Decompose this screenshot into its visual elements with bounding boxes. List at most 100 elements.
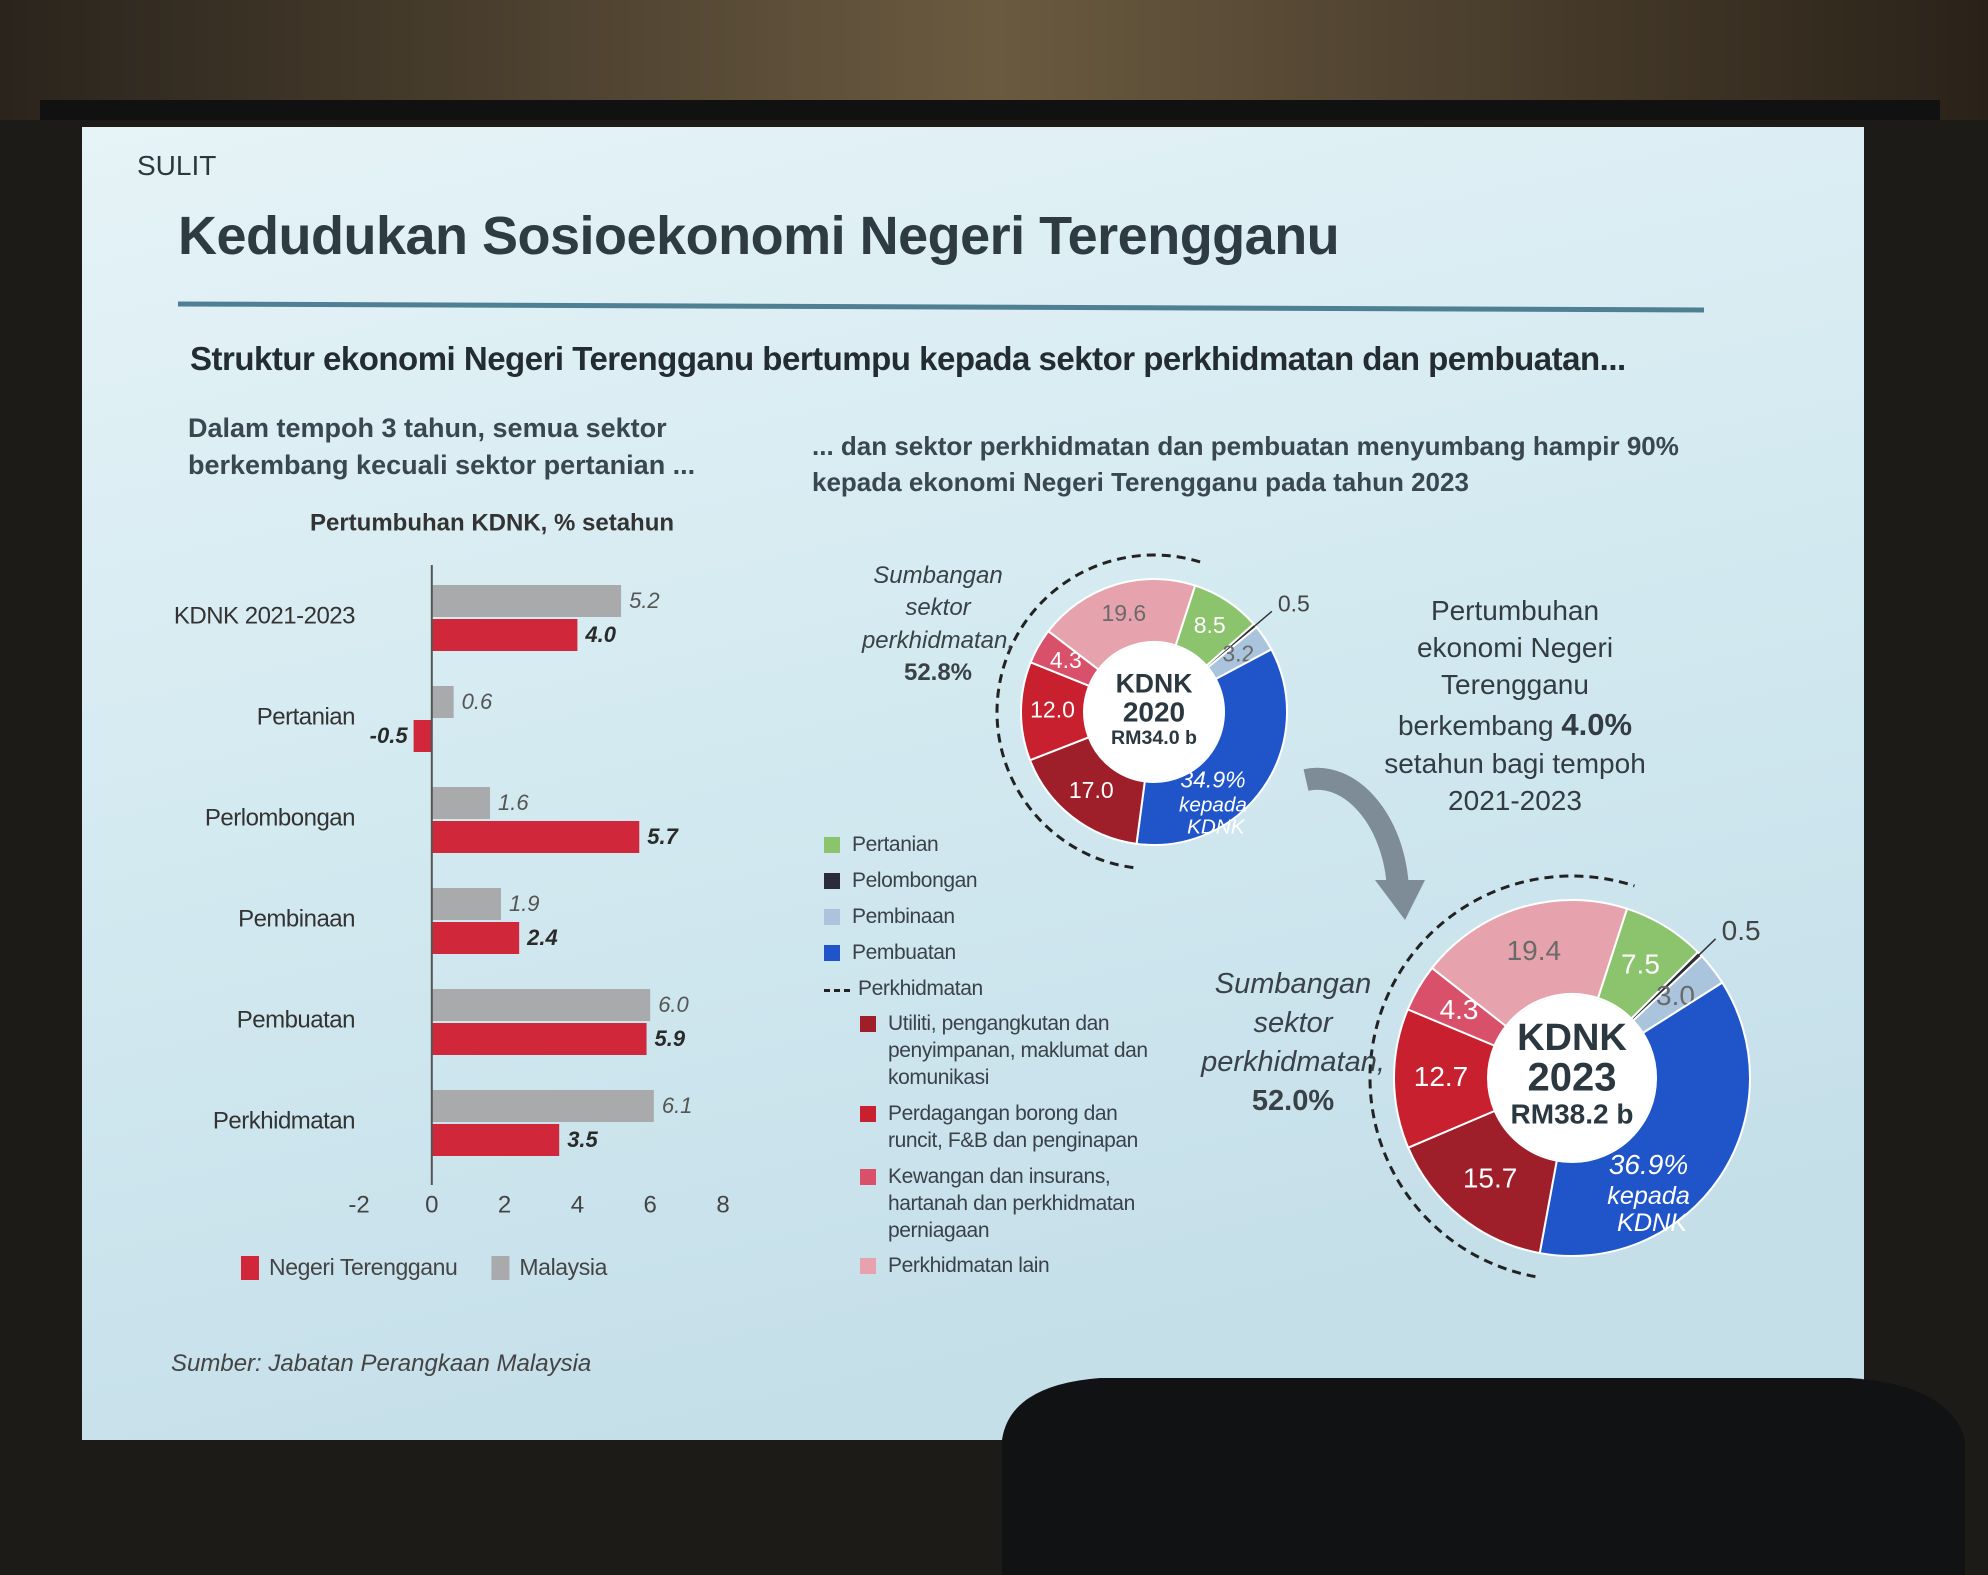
x-tick-label: 6: [644, 1191, 657, 1218]
value-label: 6.1: [662, 1093, 693, 1118]
left-caption: Dalam tempoh 3 tahun, semua sektor berke…: [188, 413, 696, 480]
source: Sumber: Jabatan Perangkaan Malaysia: [171, 1350, 592, 1377]
x-tick-label: 8: [716, 1191, 729, 1218]
bar: [431, 989, 651, 1021]
donut-segment: [1406, 1109, 1558, 1255]
category-label: Pertanian: [257, 703, 355, 730]
leader-line: [1684, 938, 1717, 969]
value-label: 17.0: [1069, 777, 1114, 803]
value-label: 5.2: [629, 588, 660, 613]
donut-legend: Pertanian Pelombongan Pembinaan Pembuatan Pe…: [824, 832, 1204, 1280]
bar: [431, 619, 578, 651]
value-label: -0.5: [370, 723, 409, 748]
legend-label: Kewangan dan insurans, hartanah dan perk…: [888, 1164, 1135, 1242]
value-label: 34.9%: [1180, 766, 1245, 792]
value-label: 36.9%: [1609, 1149, 1688, 1180]
leader-line: [1239, 610, 1273, 640]
category-label: Perlombongan: [205, 804, 355, 831]
bar: [431, 1090, 654, 1122]
legend-swatch: [491, 1256, 510, 1280]
legend-item: Perkhidmatan lain: [860, 1253, 1160, 1280]
center-label: KDNK: [1517, 1017, 1627, 1059]
legend-swatch: [824, 908, 840, 925]
slide-title: Kedudukan Sosioekonomi Negeri Terengganu: [178, 206, 1340, 266]
donut-segment: [1135, 648, 1288, 846]
legend-item: Perkhidmatan: [824, 976, 1204, 1003]
annotation-value: 52.0%: [1251, 1085, 1335, 1118]
category-label: Pembuatan: [237, 1006, 355, 1033]
center-year: 2023: [1528, 1056, 1617, 1100]
x-tick-label: -2: [348, 1191, 369, 1218]
category-label: Perkhidmatan: [213, 1107, 355, 1134]
annotation-text: Sumbangan sektor perkhidmatan,: [1201, 968, 1385, 1079]
legend-item: Pertanian: [824, 832, 1204, 859]
arrow-head: [1375, 880, 1425, 920]
value-label: 7.5: [1621, 949, 1660, 980]
legend-item: Perdagangan borong dan runcit, F&B dan p…: [860, 1101, 1160, 1155]
legend-label: Perkhidmatan lain: [888, 1254, 1050, 1278]
title-rule: [177, 301, 1705, 313]
share-note: kepada KDNK: [1179, 794, 1247, 839]
share-note: kepada KDNK: [1607, 1182, 1690, 1237]
center-total: RM38.2 b: [1511, 1098, 1634, 1129]
value-label: 19.6: [1101, 600, 1146, 626]
legend-swatch: [860, 1258, 876, 1275]
bar: [431, 787, 491, 819]
legend-label: Pembuatan: [852, 940, 956, 964]
annotation: Sumbangan sektor perkhidmatan, 52.0%: [1198, 965, 1388, 1122]
bar: [431, 585, 622, 617]
right-caption: ... dan sektor perkhidmatan dan pembuata…: [812, 431, 1679, 498]
growth-note-text: Pertumbuhan ekonomi Negeri Terengganu be…: [1397, 595, 1614, 741]
value-label: 5.7: [647, 824, 679, 849]
bar: [431, 1124, 560, 1156]
donut-segment: [1046, 578, 1197, 671]
value-label: 12.7: [1414, 1061, 1469, 1092]
donut-segment: [1430, 899, 1629, 1028]
bar: [431, 821, 640, 853]
value-label: 4.0: [584, 622, 616, 647]
group-arc: [995, 553, 1203, 870]
legend-swatch: [824, 872, 840, 889]
value-label: 5.9: [655, 1026, 686, 1051]
value-label: 0.5: [1278, 590, 1310, 616]
legend-swatch: [860, 1016, 876, 1033]
legend-label: Utiliti, pengangkutan dan penyimpanan, m…: [888, 1012, 1148, 1090]
category-label: Pembinaan: [238, 905, 355, 932]
center-label: KDNK: [1116, 668, 1193, 698]
donut-hole: [1489, 995, 1655, 1161]
legend-item: Utiliti, pengangkutan dan penyimpanan, m…: [860, 1011, 1160, 1092]
legend-label: Malaysia: [519, 1254, 607, 1280]
projector: [1002, 1378, 1965, 1575]
category-label: KDNK 2021-2023: [174, 602, 355, 629]
legend-dash: [824, 988, 850, 992]
value-label: 2.4: [526, 925, 558, 950]
legend-item: Pelombongan: [824, 868, 1204, 895]
plot-layer: Pertumbuhan KDNK, % setahun -2 0 2 4 6 8 KDNK 2…: [174, 509, 1761, 1280]
bar: [413, 720, 432, 752]
legend-swatch: [241, 1256, 259, 1280]
bar: [431, 686, 454, 718]
center-year: 2020: [1123, 696, 1185, 727]
value-label: 12.0: [1030, 696, 1075, 722]
value-label: 15.7: [1463, 1163, 1518, 1194]
annotation-value: 52.8%: [903, 659, 973, 687]
x-tick-label: 2: [498, 1191, 511, 1218]
legend-label: Pembinaan: [852, 904, 955, 928]
legend-swatch: [824, 837, 840, 853]
legend-label: Perkhidmatan: [858, 976, 983, 1000]
value-label: 1.6: [498, 790, 529, 815]
value-label: 19.4: [1507, 935, 1562, 966]
value-label: 8.5: [1194, 612, 1226, 638]
bar: [431, 922, 520, 954]
value-label: 0.6: [462, 689, 493, 714]
donut-segment: [1538, 981, 1751, 1257]
x-tick-label: 0: [425, 1191, 438, 1218]
group-arc: [1368, 874, 1635, 1279]
arrow: [1303, 767, 1409, 891]
value-label: 1.9: [509, 891, 540, 916]
legend-item: Pembuatan: [824, 940, 1204, 967]
bar: [431, 888, 501, 920]
center-total: RM34.0 b: [1111, 727, 1197, 749]
